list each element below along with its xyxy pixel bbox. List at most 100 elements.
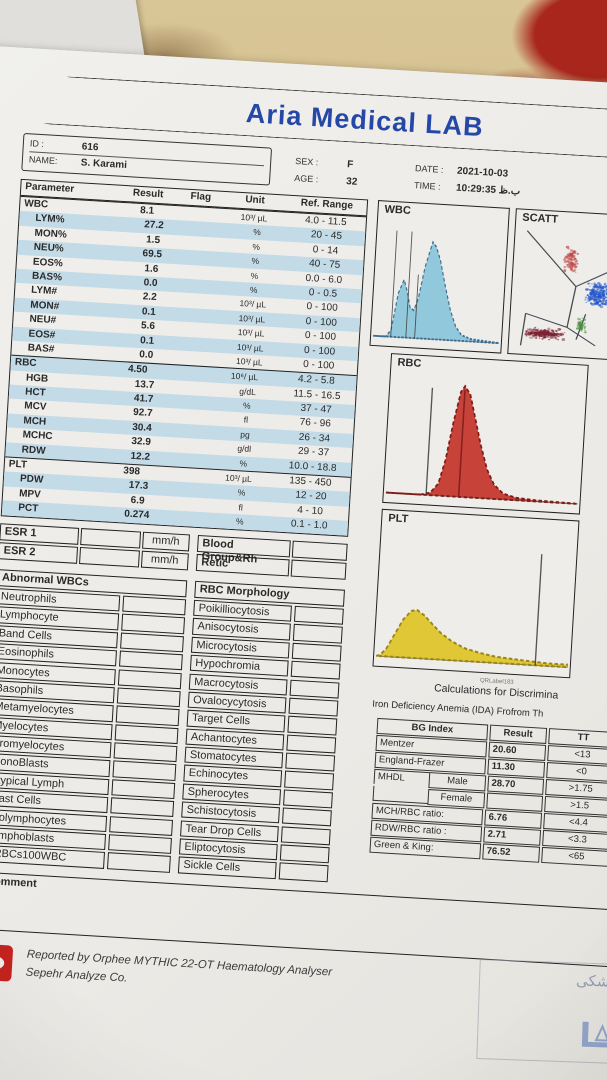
esr-label: ESR 2 [0, 542, 78, 564]
calc-result-cell: 20.60 [488, 742, 546, 761]
date-label: DATE : [415, 163, 458, 176]
calc-table: BG Index Result TT Mentzer 20.60 <13 England-F… [369, 718, 607, 867]
rbc-morphology-value [289, 698, 339, 717]
charts-column: WBC SCATT RBC PLT QRLa [330, 200, 607, 1027]
rbc-morphology-value [293, 624, 343, 643]
plt-histogram-box: PLT [372, 509, 579, 678]
esr-unit: mm/h [141, 550, 189, 570]
wbc-histogram-box: WBC [369, 200, 509, 354]
calc-header-cell: Result [489, 725, 547, 744]
rbc-morphology-label: Sickle Cells [178, 857, 277, 879]
flag-cell [162, 474, 207, 477]
flag-cell [179, 300, 222, 303]
flag-cell [168, 489, 211, 492]
flag-cell [181, 257, 224, 260]
persian-stamp-text: اه پزشکی [576, 972, 607, 991]
abnormal-wbc-value [122, 596, 186, 616]
lab-report-paper: Aria Medical LAB ID : 616 NAME: S. Karam… [0, 44, 607, 1080]
flag-cell [183, 228, 226, 231]
flag-cell [180, 286, 223, 289]
flag-cell [178, 314, 221, 317]
sex-value: F [347, 159, 354, 170]
lower-maroon-band [524, 326, 566, 341]
rbc-morphology-list: RBC Morphology Poikilliocytosis Anisocytos… [178, 580, 345, 884]
abnormal-wbc-value [115, 724, 179, 744]
flag-cell [170, 445, 213, 448]
plt-histogram-svg [376, 525, 576, 674]
wbc-chart-label: WBC [384, 203, 411, 217]
wbc-histogram-svg [373, 216, 506, 349]
calc-sub-cell: Male [429, 772, 486, 791]
unit-cell: % [209, 513, 271, 531]
rbc-morphology-value [286, 734, 336, 753]
flag-cell [177, 329, 220, 332]
rbc-morphology-value [281, 826, 331, 845]
photo-scene: Aria Medical LAB ID : 616 NAME: S. Karam… [0, 0, 607, 1080]
abnormal-wbc-value [109, 816, 173, 836]
calc-result-cell: 11.30 [487, 759, 545, 778]
rbc-morphology-value [290, 679, 340, 698]
date-value: 2021-10-03 [457, 166, 509, 180]
scatter-plot-box: SCATT [507, 208, 607, 364]
scatt-plot-svg [510, 222, 607, 360]
cbc-results-table: Parameter Result Flag Unit Ref. Range WBC 8.1… [1, 179, 368, 537]
calculations-section: QRLabel183 Calculations for Discrimina I… [361, 672, 607, 867]
abnormal-wbcs-list: Abnormal WBCs Neutrophils Lymphocyte Band C… [0, 569, 187, 875]
rbc-morphology-value [294, 606, 344, 625]
rbc-chart-label: RBC [397, 356, 422, 369]
rbc-morphology-value [283, 789, 333, 808]
abnormal-wbc-value [107, 853, 171, 873]
rbc-morphology-value [287, 716, 337, 735]
flag-cell [168, 372, 213, 375]
flag-cell [172, 416, 215, 419]
scatt-chart-label: SCATT [522, 212, 559, 226]
rbc-morphology-value [285, 753, 335, 772]
patient-sex-age: SEX : F AGE : 32 [270, 148, 416, 194]
orphee-logo-text: Orphee [0, 980, 11, 988]
age-label: AGE : [294, 173, 347, 187]
calc-crit-cell: <65 [541, 847, 607, 867]
id-value: 616 [81, 141, 98, 153]
cbc-header-cell: Flag [178, 190, 224, 207]
time-label: TIME : [414, 180, 457, 193]
flag-cell [167, 503, 210, 506]
time-value: 10:29:35 ب.ظ [456, 183, 521, 198]
age-value: 32 [346, 176, 358, 188]
flag-cell [169, 459, 212, 462]
rbc-morphology-value [284, 771, 334, 790]
abnormal-wbc-value [111, 779, 175, 799]
flag-cell [175, 357, 218, 360]
rbc-morphology-value [292, 643, 342, 662]
misc-value [291, 559, 346, 579]
rbc-morphology-value [282, 808, 332, 827]
upper-red-cloud [562, 246, 579, 274]
calc-result-cell: 2.71 [483, 826, 541, 845]
calc-result-cell: 28.70 [487, 776, 544, 795]
bloodgroup-retic-box: Blood Group&Rh Retic [196, 535, 348, 582]
plt-chart-label: PLT [388, 512, 409, 525]
id-label: ID : [30, 138, 83, 152]
misc-label: Retic [196, 554, 290, 577]
abnormal-wbc-value [110, 797, 174, 817]
esr-label: ESR 1 [0, 523, 79, 545]
rbc-histogram-box: RBC [382, 353, 589, 514]
abnormal-wbc-value [118, 669, 182, 689]
abnormal-wbc-value [116, 706, 180, 726]
abnormal-wbc-value [120, 632, 184, 652]
esr-value [80, 528, 141, 549]
comment-label: Comment [0, 875, 37, 890]
right-blue-blob [584, 281, 607, 309]
name-label: NAME: [29, 154, 82, 168]
orphee-logo [0, 943, 13, 981]
persian-stamp-box: اه پزشکی [476, 959, 607, 1065]
flag-cell [174, 387, 217, 390]
calc-sub-cell: Female [428, 789, 485, 808]
calc-result-cell [486, 793, 543, 812]
flag-cell [171, 430, 214, 433]
report-date-time: DATE : 2021-10-03 TIME : 10:29:35 ب.ظ [414, 156, 522, 200]
calc-result-cell: 76.52 [482, 843, 540, 862]
esr-unit: mm/h [142, 531, 190, 551]
results-column: Parameter Result Flag Unit Ref. Range WBC 8.1… [0, 179, 368, 1007]
patient-id-box: ID : 616 NAME: S. Karami [21, 133, 272, 186]
abnormal-wbc-value [119, 651, 183, 671]
